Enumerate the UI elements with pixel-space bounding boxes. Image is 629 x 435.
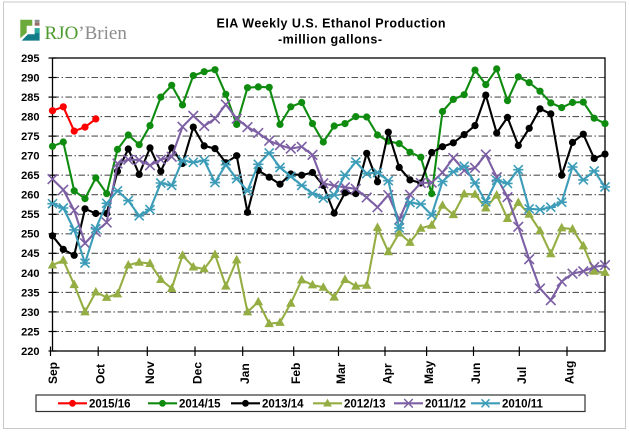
- svg-text:-million gallons-: -million gallons-: [278, 32, 382, 46]
- svg-text:295: 295: [21, 53, 39, 65]
- svg-text:Nov: Nov: [143, 361, 157, 384]
- svg-text:Feb: Feb: [289, 363, 303, 384]
- svg-text:285: 285: [21, 92, 39, 104]
- svg-text:235: 235: [21, 287, 39, 299]
- svg-text:290: 290: [21, 72, 39, 84]
- svg-text:EIA Weekly U.S. Ethanol Produc: EIA Weekly U.S. Ethanol Production: [217, 17, 446, 31]
- svg-text:Oct: Oct: [94, 364, 108, 384]
- svg-text:265: 265: [21, 170, 39, 182]
- svg-text:255: 255: [21, 209, 39, 221]
- svg-text:Apr: Apr: [381, 363, 395, 384]
- svg-text:Jun: Jun: [469, 363, 483, 384]
- svg-text:2011/12: 2011/12: [425, 398, 466, 410]
- svg-text:Mar: Mar: [334, 362, 348, 384]
- svg-text:Aug: Aug: [563, 361, 577, 384]
- svg-text:280: 280: [21, 112, 39, 124]
- svg-text:260: 260: [21, 190, 39, 202]
- svg-text:RJO’Brien: RJO’Brien: [45, 23, 128, 44]
- svg-text:2013/14: 2013/14: [262, 398, 304, 410]
- svg-text:230: 230: [21, 307, 39, 319]
- svg-text:240: 240: [21, 268, 39, 280]
- svg-text:Jul: Jul: [515, 367, 529, 384]
- svg-text:May: May: [422, 360, 436, 384]
- svg-text:275: 275: [21, 131, 39, 143]
- svg-text:220: 220: [21, 346, 39, 358]
- svg-text:245: 245: [21, 248, 39, 260]
- svg-text:225: 225: [21, 326, 39, 338]
- svg-text:2015/16: 2015/16: [89, 398, 131, 410]
- svg-text:2010/11: 2010/11: [502, 398, 544, 410]
- svg-text:2014/15: 2014/15: [179, 398, 221, 410]
- svg-text:Jan: Jan: [238, 363, 252, 384]
- svg-text:250: 250: [21, 229, 39, 241]
- svg-text:Sep: Sep: [46, 362, 60, 384]
- svg-text:2012/13: 2012/13: [344, 398, 386, 410]
- svg-text:270: 270: [21, 151, 39, 163]
- svg-text:Dec: Dec: [191, 362, 205, 384]
